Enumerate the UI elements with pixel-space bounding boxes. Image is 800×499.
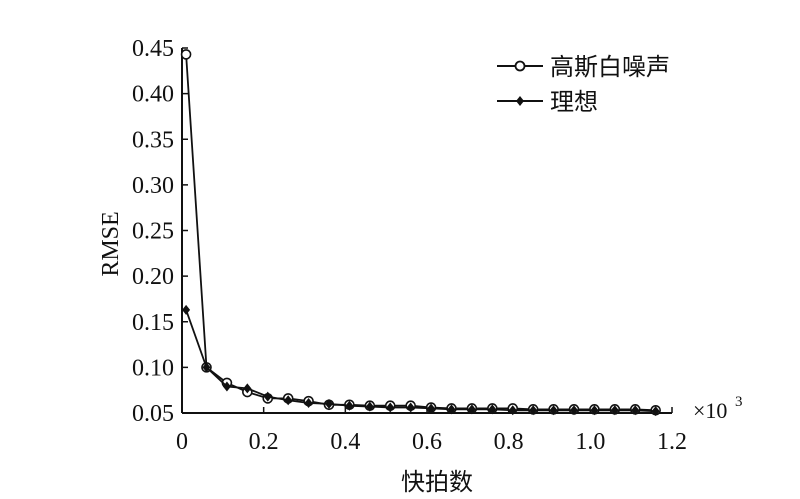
- legend-marker-circle: [514, 60, 526, 72]
- data-point-diamond: [284, 395, 293, 406]
- data-point-diamond: [488, 404, 497, 415]
- x-tick-label: 0.6: [412, 429, 442, 455]
- data-point-diamond: [325, 398, 333, 409]
- data-point-diamond: [610, 405, 619, 416]
- data-point-diamond: [590, 405, 599, 416]
- data-point-diamond: [508, 405, 517, 416]
- x-tick-label: 0.2: [249, 429, 279, 455]
- y-tick-label: 0.25: [132, 219, 174, 245]
- data-point-diamond: [427, 403, 436, 414]
- legend: 高斯白噪声 理想: [497, 53, 670, 116]
- data-point-diamond: [651, 406, 660, 417]
- data-point-diamond: [386, 402, 395, 413]
- data-point-diamond: [447, 404, 456, 415]
- y-tick-label: 0.05: [132, 401, 174, 427]
- legend-item-gaussian: 高斯白噪声: [497, 53, 670, 81]
- data-point-diamond: [304, 397, 313, 408]
- data-point-diamond: [529, 405, 538, 416]
- data-point-circle: [180, 49, 192, 60]
- series-line: [185, 309, 656, 413]
- x-axis-ticks: 0 0.2 0.4 0.6 0.8 1.0 1.2: [176, 407, 687, 455]
- y-tick-label: 0.20: [132, 264, 174, 290]
- y-tick-label: 0.40: [132, 82, 174, 108]
- axes: [181, 48, 672, 414]
- x-tick-label: 1.2: [657, 429, 687, 455]
- y-tick-label: 0.35: [132, 127, 174, 153]
- data-point-diamond: [467, 404, 476, 415]
- data-point-diamond: [365, 401, 374, 412]
- x-tick-label: 0: [176, 429, 188, 455]
- x-axis-title: 快拍数: [401, 468, 473, 496]
- x-tick-label: 1.0: [575, 429, 605, 455]
- x-tick-label: 0.8: [494, 429, 524, 455]
- legend-item-ideal: 理想: [497, 88, 598, 116]
- series-layer: [180, 49, 661, 417]
- y-tick-label: 0.30: [132, 173, 174, 199]
- legend-label-ideal: 理想: [550, 88, 598, 116]
- data-point-diamond: [406, 402, 415, 413]
- data-point-diamond: [202, 362, 211, 373]
- x-tick-label: 0.4: [330, 429, 360, 455]
- series-ideal: [182, 304, 660, 417]
- x-axis-multiplier: ×10 3: [693, 394, 743, 423]
- y-tick-label: 0.15: [132, 310, 174, 336]
- legend-label-gaussian: 高斯白噪声: [550, 53, 670, 81]
- y-axis-title: RMSE: [98, 211, 124, 276]
- data-point-diamond: [182, 304, 191, 315]
- x-multiplier-exponent: 3: [735, 394, 743, 410]
- data-point-diamond: [263, 391, 272, 402]
- y-axis-ticks: 0.05 0.10 0.15 0.20 0.25 0.30 0.35 0.40 0.45: [132, 36, 188, 427]
- data-point-diamond: [345, 400, 354, 411]
- y-tick-label: 0.10: [132, 355, 174, 381]
- data-point-diamond: [631, 405, 640, 416]
- data-point-diamond: [222, 381, 231, 392]
- data-point-diamond: [549, 405, 558, 416]
- legend-marker-diamond: [516, 96, 524, 106]
- data-point-diamond: [570, 405, 578, 416]
- y-tick-label: 0.45: [132, 36, 174, 62]
- x-multiplier-base: ×10: [693, 398, 727, 423]
- data-point-diamond: [243, 383, 252, 394]
